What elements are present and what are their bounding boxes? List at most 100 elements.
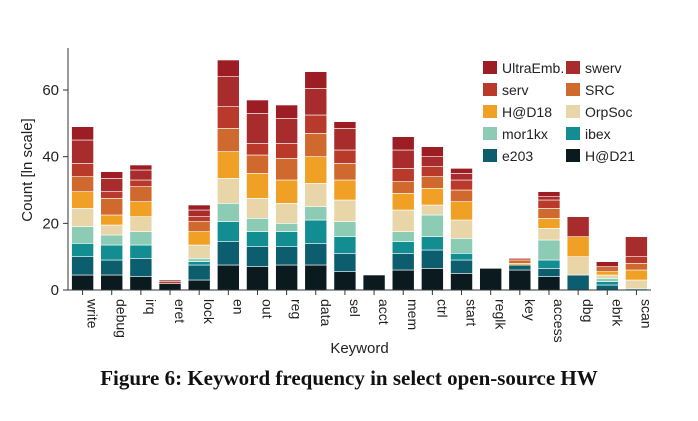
x-tick-label-data: data <box>318 299 334 326</box>
bar-segment-scan-hd18 <box>625 269 648 281</box>
bar-segment-access-hd21 <box>537 276 561 291</box>
legend-swatch-hd21 <box>566 149 580 162</box>
bar-segment-reg-hd21 <box>275 264 298 291</box>
x-tick-label-access: access <box>551 299 567 343</box>
bar-segment-reg-ultraemb <box>275 104 298 119</box>
bar-segment-mem-mor1kx <box>391 231 415 242</box>
bar-segment-lock-e203 <box>187 264 211 281</box>
bar-segment-irq-src <box>129 186 153 202</box>
bar-segment-start-ultraemb <box>450 168 473 174</box>
bar-segment-reg-orpsoc <box>275 203 298 224</box>
bar-segment-data-mor1kx <box>304 206 328 221</box>
legend-swatch-orpsoc <box>566 105 580 118</box>
bar-segment-ctrl-mor1kx <box>421 214 444 237</box>
bar-segment-start-e203 <box>450 259 473 274</box>
bar-segment-ctrl-ultraemb <box>421 146 444 157</box>
bar-segment-ebrk-ibex <box>595 281 619 286</box>
bar-segment-debug-orpsoc <box>100 224 124 236</box>
x-tick-label-key: key <box>522 299 538 321</box>
bar-segment-dbg-orpsoc <box>566 256 590 276</box>
bar-segment-en-ibex <box>217 221 240 242</box>
x-tick-label-dbg: dbg <box>580 299 596 322</box>
bar-segment-ctrl-orpsoc <box>421 204 444 216</box>
bar-segment-reg-e203 <box>275 246 298 266</box>
bar-segment-dbg-swerv <box>566 216 590 237</box>
bar-segment-data-serv <box>304 114 328 134</box>
bar-segment-irq-hd18 <box>129 201 153 217</box>
legend-swatch-ibex <box>566 127 580 140</box>
bar-segment-ctrl-e203 <box>421 249 444 269</box>
bar-segment-eret-swerv <box>158 279 182 282</box>
bar-segment-lock-orpsoc <box>187 244 211 259</box>
bar-segment-lock-mor1kx <box>187 258 211 262</box>
bar-segment-ctrl-swerv <box>421 156 444 167</box>
bar-segment-ctrl-hd18 <box>421 188 444 206</box>
legend-label-hd18: H@D18 <box>502 104 552 120</box>
x-tick-label-mem: mem <box>405 299 421 330</box>
legend-label-e203: e203 <box>502 148 533 164</box>
bar-segment-irq-hd21 <box>129 276 153 291</box>
bar-segment-start-ibex <box>450 253 473 261</box>
bar-segment-start-hd18 <box>450 201 473 221</box>
bar-segment-debug-ibex <box>100 244 124 261</box>
bar-segment-key-e203 <box>508 264 532 271</box>
bar-segment-data-e203 <box>304 243 328 266</box>
y-tick-label-40: 40 <box>42 149 59 166</box>
bar-segment-key-src <box>508 259 532 264</box>
bar-segment-irq-orpsoc <box>129 216 153 232</box>
bar-segment-start-mor1kx <box>450 238 473 254</box>
bar-segment-out-hd21 <box>246 266 269 291</box>
legend-label-ultraemb: UltraEmb. <box>502 60 564 76</box>
bar-segment-ebrk-orpsoc <box>595 274 619 279</box>
bar-segment-dbg-e203 <box>566 274 590 291</box>
bar-segment-sel-hd21 <box>333 271 357 291</box>
bar-segment-eret-hd21 <box>158 283 182 291</box>
bar-segment-start-swerv <box>450 173 473 181</box>
bar-segment-debug-src <box>100 198 124 216</box>
bar-segment-data-src <box>304 133 328 157</box>
legend-swatch-hd18 <box>483 105 497 118</box>
bar-segment-access-serv <box>537 199 561 209</box>
bar-segment-mem-hd21 <box>391 269 415 291</box>
bar-segment-write-hd21 <box>71 274 94 291</box>
bar-segment-reglk-hd21 <box>479 268 502 291</box>
legend-swatch-ultraemb <box>483 61 497 74</box>
bar-segment-write-src <box>71 176 94 192</box>
bar-segment-out-src <box>246 154 269 174</box>
bar-segment-en-hd21 <box>217 264 240 291</box>
bar-segment-scan-serv <box>625 256 648 264</box>
bar-segment-data-ultraemb <box>304 71 328 89</box>
x-tick-label-debug: debug <box>114 299 130 338</box>
bar-segment-sel-e203 <box>333 253 357 272</box>
bar-segment-reg-hd18 <box>275 179 298 204</box>
legend-label-ibex: ibex <box>585 126 611 142</box>
bar-segment-out-e203 <box>246 246 269 267</box>
bar-segment-start-src <box>450 189 473 202</box>
figure-caption: Figure 6: Keyword frequency in select op… <box>100 366 598 390</box>
bar-segment-access-ultraemb <box>537 191 561 197</box>
bar-segment-en-orpsoc <box>217 178 240 204</box>
bar-segment-start-serv <box>450 179 473 191</box>
bar-segment-ebrk-mor1kx <box>595 278 619 282</box>
bar-segment-scan-swerv <box>625 236 648 257</box>
bar-segment-scan-orpsoc <box>625 279 648 289</box>
legend-label-mor1kx: mor1kx <box>502 126 548 142</box>
bar-segment-ebrk-e203 <box>595 284 619 291</box>
bar-segment-ebrk-hd18 <box>595 271 619 276</box>
bar-segment-reg-swerv <box>275 118 298 144</box>
bar-segment-lock-serv <box>187 216 211 222</box>
bar-segment-lock-ibex <box>187 261 211 266</box>
bar-segment-start-hd21 <box>450 273 473 291</box>
x-tick-label-ctrl: ctrl <box>434 299 450 318</box>
bar-segment-sel-hd18 <box>333 179 357 201</box>
bar-segment-en-e203 <box>217 241 240 266</box>
bar-segment-mem-orpsoc <box>391 209 415 232</box>
bar-segment-debug-ultraemb <box>100 171 124 179</box>
legend-swatch-e203 <box>483 149 497 162</box>
bar-segment-ebrk-src <box>595 266 619 272</box>
bar-segment-access-swerv <box>537 196 561 201</box>
bar-segment-lock-hd21 <box>187 279 211 291</box>
bar-segment-write-e203 <box>71 256 94 276</box>
bar-segment-access-e203 <box>537 268 561 277</box>
